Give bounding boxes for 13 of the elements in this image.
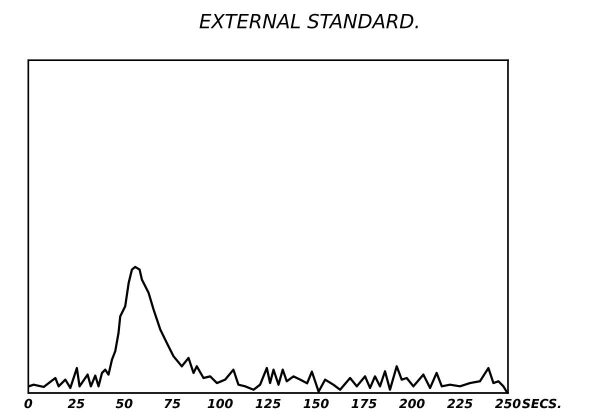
x-tick-label: 75 (164, 398, 180, 408)
x-tick-label: 25 (68, 398, 84, 408)
x-tick-label: 0 (24, 398, 32, 408)
x-tick-label: 125 (256, 398, 281, 408)
x-tick-label: 100 (208, 398, 233, 408)
x-tick-label: 175 (352, 398, 376, 408)
x-tick-label: 250 (495, 398, 521, 408)
chart-title: EXTERNAL STANDARD. (200, 14, 418, 28)
x-tick-label: 150 (304, 398, 329, 408)
x-tick-label: 50 (116, 398, 133, 408)
x-tick-label: 225 (447, 398, 472, 408)
x-axis-title: SECS. (522, 398, 560, 408)
x-tick-label: 200 (399, 398, 425, 408)
